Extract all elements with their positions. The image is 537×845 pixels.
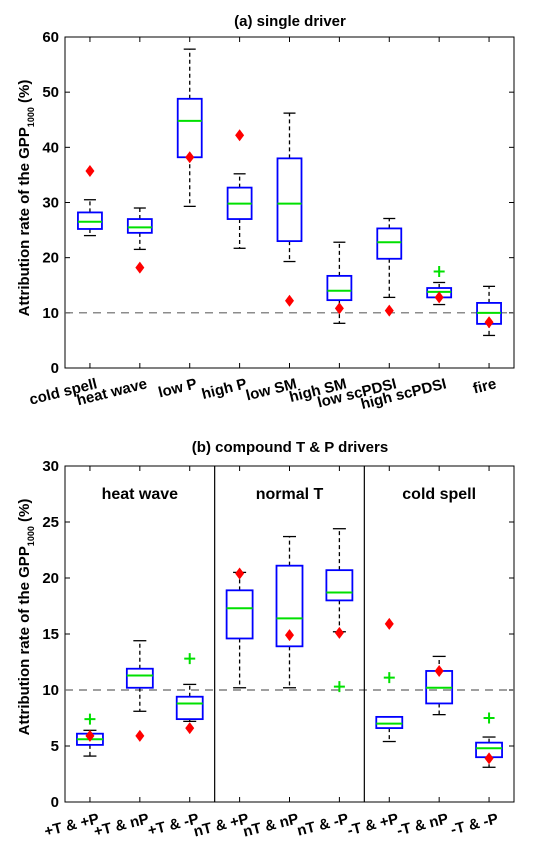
outlier-marker <box>84 713 96 725</box>
panel-b: 0 5 10 15 20 25 30 heat wave normal T cold spell +… <box>42 458 515 841</box>
box <box>176 97 203 159</box>
box <box>276 157 303 243</box>
y-tick-label: 25 <box>42 514 59 531</box>
box <box>326 274 353 302</box>
group-label: cold spell <box>402 486 476 503</box>
y-tick-label: 5 <box>51 738 59 755</box>
diamond-marker <box>434 664 444 677</box>
diamond-marker <box>135 729 145 742</box>
box <box>126 218 153 234</box>
diamond-marker <box>334 302 344 315</box>
plot-frame <box>64 36 515 369</box>
y-tick-label: 60 <box>42 29 59 46</box>
diamond-marker <box>185 722 195 735</box>
diamond-marker <box>235 129 245 142</box>
y-tick-label: 50 <box>42 84 59 101</box>
y-tick-label: 10 <box>42 305 59 322</box>
outlier-marker <box>433 265 445 277</box>
y-tick-label: 10 <box>42 682 59 699</box>
diamond-marker <box>285 629 294 642</box>
panel-b-title: (b) compound T & P drivers <box>192 439 388 456</box>
panel-a-title: (a) single driver <box>234 13 346 30</box>
box <box>125 667 154 689</box>
y-tick-label: 40 <box>42 139 59 156</box>
diamond-marker <box>135 261 145 274</box>
box <box>225 589 254 640</box>
diamond-marker <box>334 626 344 639</box>
box <box>275 564 304 648</box>
panel-a-ylabel: Attribution rate of the GPP1000 (%) <box>16 80 36 317</box>
outlier-marker <box>333 681 345 693</box>
y-tick-label: 0 <box>51 794 59 811</box>
x-tick-label: high P <box>200 375 249 403</box>
box <box>375 715 404 729</box>
diamond-marker <box>235 567 245 580</box>
y-tick-label: 30 <box>42 458 59 475</box>
outlier-marker <box>383 672 395 684</box>
group-label: normal T <box>256 486 324 503</box>
diamond-marker <box>484 316 494 329</box>
diamond-marker <box>384 304 394 317</box>
group-label: heat wave <box>102 486 179 503</box>
diamond-marker <box>85 729 95 742</box>
x-tick-label: low P <box>157 375 199 401</box>
x-tick-label: nT & nP <box>241 810 300 840</box>
diamond-marker <box>85 165 95 178</box>
panel-b-ylabel: Attribution rate of the GPP1000 (%) <box>16 499 36 736</box>
x-tick-label: +T & nP <box>92 810 151 840</box>
diamond-marker <box>484 752 494 765</box>
x-tick-label: -T & -P <box>449 810 500 838</box>
x-tick-label: nT & -P <box>295 810 350 839</box>
y-tick-label: 20 <box>42 570 59 587</box>
outlier-marker <box>483 712 495 724</box>
x-tick-label: -T & +P <box>346 810 401 839</box>
diamond-marker <box>384 617 394 630</box>
box <box>325 569 354 602</box>
box <box>77 211 103 230</box>
y-tick-label: 15 <box>42 626 59 643</box>
diamond-marker <box>185 151 195 164</box>
box <box>376 227 403 260</box>
y-tick-label: 30 <box>42 195 59 212</box>
box <box>175 695 204 721</box>
y-tick-label: 20 <box>42 250 59 267</box>
x-tick-label: -T & nP <box>395 810 450 839</box>
diamond-marker <box>285 294 294 307</box>
outlier-marker <box>184 653 196 665</box>
x-tick-label: fire <box>471 375 498 397</box>
y-tick-label: 0 <box>51 360 59 377</box>
diamond-marker <box>434 291 444 304</box>
